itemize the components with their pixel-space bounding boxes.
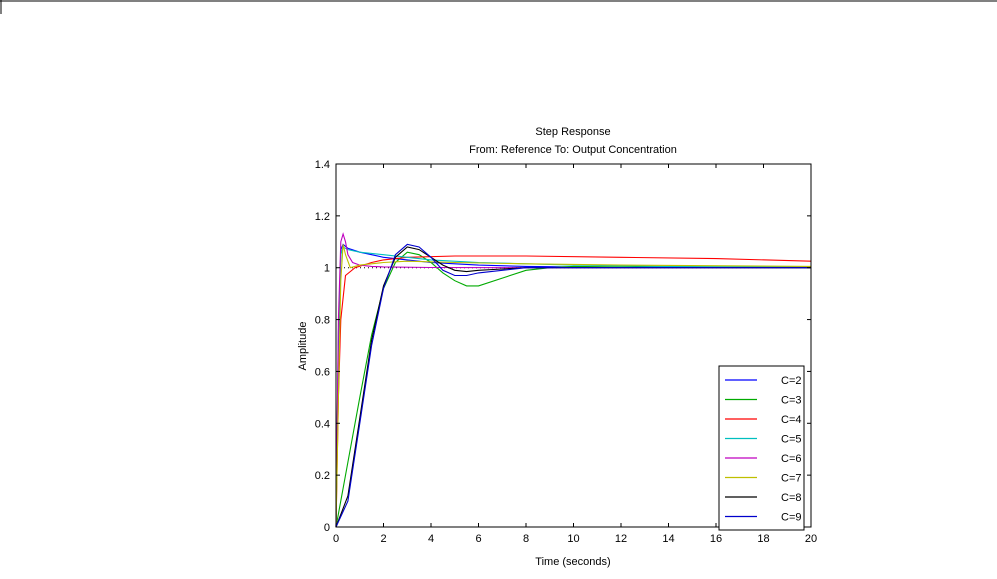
legend-entry: C=5 [781,434,802,446]
y-tick-label: 0.4 [315,418,330,430]
series-line-c-9 [335,243,811,528]
x-tick-label: 0 [333,533,339,545]
y-axis-label: Amplitude [297,322,309,371]
x-tick-label: 20 [805,533,817,545]
x-tick-label: 14 [662,533,674,545]
series-line-c-6 [335,232,811,528]
y-tick-label: 0.8 [315,315,330,327]
legend-entry: C=6 [781,453,802,465]
x-tick-label: 10 [567,533,579,545]
y-tick-label: 1.4 [315,159,330,171]
chart-subtitle: From: Reference To: Output Concentration [469,144,677,156]
legend-entry: C=2 [781,375,802,387]
x-tick-label: 8 [523,533,529,545]
legend: C=2 C=3 C=4 C=5 C=6 C=7 C=8 C=9 [718,365,805,531]
axes-layer: 0 2 4 6 8 10 12 14 16 18 20 0 0.2 0.4 0.6 0.8 1 1.2 1.4 [315,159,817,545]
x-tick-label: 12 [615,533,627,545]
legend-entry: C=9 [781,512,802,524]
series-line-c-7 [335,244,812,528]
legend-entry: C=3 [781,395,802,407]
legend-entry: C=4 [781,414,802,426]
x-tick-label: 6 [475,533,481,545]
y-tick-label: 1.2 [315,211,330,223]
y-tick-label: 1 [324,263,330,275]
x-axis-label: Time (seconds) [535,556,610,568]
y-tick-label: 0 [324,522,330,534]
x-tick-label: 2 [380,533,386,545]
y-tick-label: 0.6 [315,366,330,378]
legend-box [718,365,805,531]
x-tick-label: 16 [710,533,722,545]
legend-entry: C=8 [781,492,802,504]
x-tick-label: 18 [757,533,769,545]
series-layer [335,232,812,528]
chart-title: Step Response [535,126,610,138]
series-line-c-4 [335,255,812,528]
series-line-c-3 [335,251,812,528]
y-tick-label: 0.2 [315,470,330,482]
legend-entry: C=7 [781,473,802,485]
x-tick-label: 4 [428,533,434,545]
